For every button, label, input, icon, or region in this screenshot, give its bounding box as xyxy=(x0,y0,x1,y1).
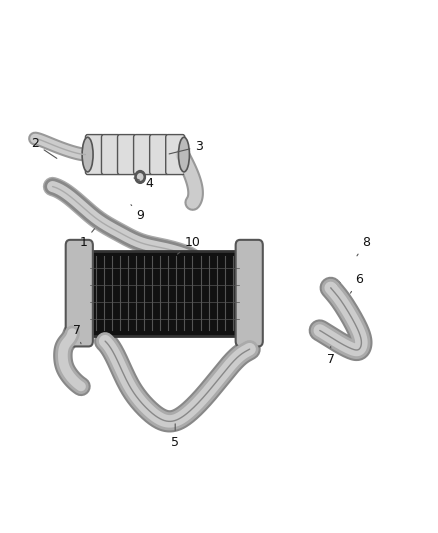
Text: 3: 3 xyxy=(169,140,203,154)
Text: 1: 1 xyxy=(79,229,95,249)
Circle shape xyxy=(138,174,143,180)
FancyBboxPatch shape xyxy=(102,135,120,175)
Text: 8: 8 xyxy=(357,236,370,256)
Text: 7: 7 xyxy=(73,324,81,344)
FancyBboxPatch shape xyxy=(85,135,105,175)
Ellipse shape xyxy=(179,137,189,172)
Text: 2: 2 xyxy=(31,138,57,158)
Text: 5: 5 xyxy=(171,424,179,449)
FancyBboxPatch shape xyxy=(166,135,185,175)
FancyBboxPatch shape xyxy=(236,240,263,346)
Text: 7: 7 xyxy=(327,346,335,366)
Text: 4: 4 xyxy=(134,177,153,190)
FancyBboxPatch shape xyxy=(66,240,93,346)
Text: 9: 9 xyxy=(131,205,144,222)
Text: 6: 6 xyxy=(350,273,363,293)
Circle shape xyxy=(135,171,145,183)
Text: 10: 10 xyxy=(177,236,201,254)
Bar xyxy=(88,251,241,336)
FancyBboxPatch shape xyxy=(134,135,153,175)
FancyBboxPatch shape xyxy=(117,135,137,175)
FancyBboxPatch shape xyxy=(150,135,169,175)
Ellipse shape xyxy=(82,137,93,172)
